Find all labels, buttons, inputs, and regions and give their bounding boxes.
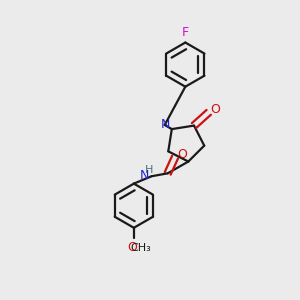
Text: O: O <box>210 103 220 116</box>
Text: H: H <box>145 165 153 175</box>
Text: N: N <box>161 118 171 131</box>
Text: O: O <box>178 148 188 161</box>
Text: N: N <box>140 169 149 182</box>
Text: F: F <box>182 26 189 39</box>
Text: O: O <box>128 241 137 254</box>
Text: CH₃: CH₃ <box>130 243 151 253</box>
